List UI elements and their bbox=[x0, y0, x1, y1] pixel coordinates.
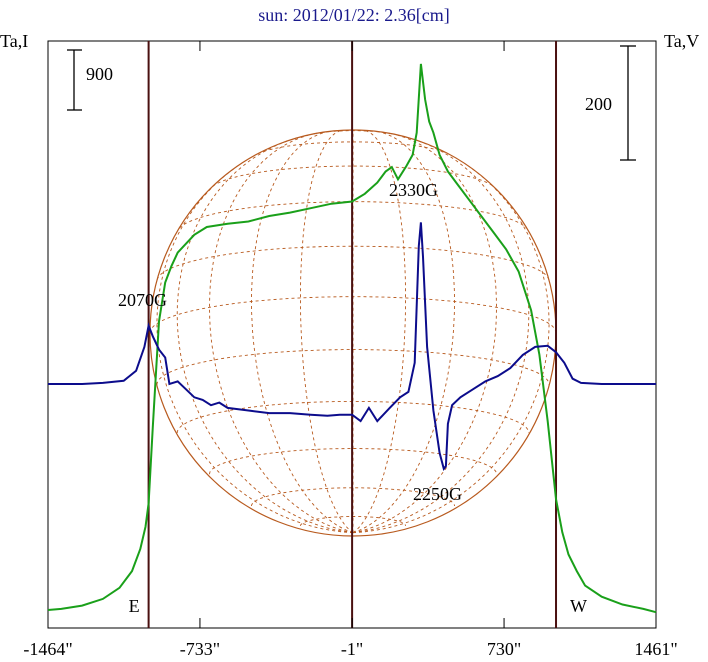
x-tick-labels: -1464" -733" -1" 730" 1461" bbox=[23, 639, 677, 659]
x-tick-label: -1" bbox=[341, 639, 363, 659]
field-annotation: 2250G bbox=[413, 484, 462, 504]
grid-meridian bbox=[251, 130, 354, 534]
field-annotation: 2330G bbox=[389, 180, 438, 200]
field-annotation: 2070G bbox=[118, 290, 167, 310]
limb-center-lines bbox=[147, 41, 558, 628]
grid-meridian bbox=[352, 129, 406, 534]
grid-meridian bbox=[176, 139, 354, 534]
field-annotations: 2070G 2330G 2250G bbox=[118, 180, 462, 504]
intensity-curve bbox=[47, 63, 657, 614]
left-scale-bar: 900 bbox=[67, 49, 113, 111]
grid-meridian bbox=[352, 139, 530, 534]
right-scale-bar: 200 bbox=[585, 45, 636, 161]
left-scale-value: 900 bbox=[86, 64, 113, 84]
x-tick-label: -1464" bbox=[23, 639, 72, 659]
limb-label: E bbox=[129, 596, 140, 616]
right-axis-label: Ta,V bbox=[664, 31, 699, 51]
grid-meridian bbox=[352, 165, 550, 534]
grid-parallel bbox=[258, 141, 448, 154]
grid-meridian bbox=[300, 129, 354, 534]
grid-meridian bbox=[209, 132, 354, 534]
grid-parallel bbox=[209, 448, 497, 475]
x-tick-label: -733" bbox=[180, 639, 220, 659]
polarization-curve bbox=[48, 222, 656, 472]
left-axis-label: Ta,I bbox=[0, 31, 28, 51]
grid-meridian bbox=[156, 165, 354, 534]
x-tick-label: 730" bbox=[487, 639, 521, 659]
limb-label: W bbox=[570, 596, 587, 616]
chart-title: sun: 2012/01/22: 2.36[cm] bbox=[258, 5, 450, 25]
grid-meridian bbox=[352, 130, 455, 534]
grid-parallel bbox=[179, 201, 527, 229]
x-axis-ticks bbox=[47, 41, 657, 628]
x-tick-label: 1461" bbox=[634, 639, 677, 659]
right-scale-value: 200 bbox=[585, 94, 612, 114]
